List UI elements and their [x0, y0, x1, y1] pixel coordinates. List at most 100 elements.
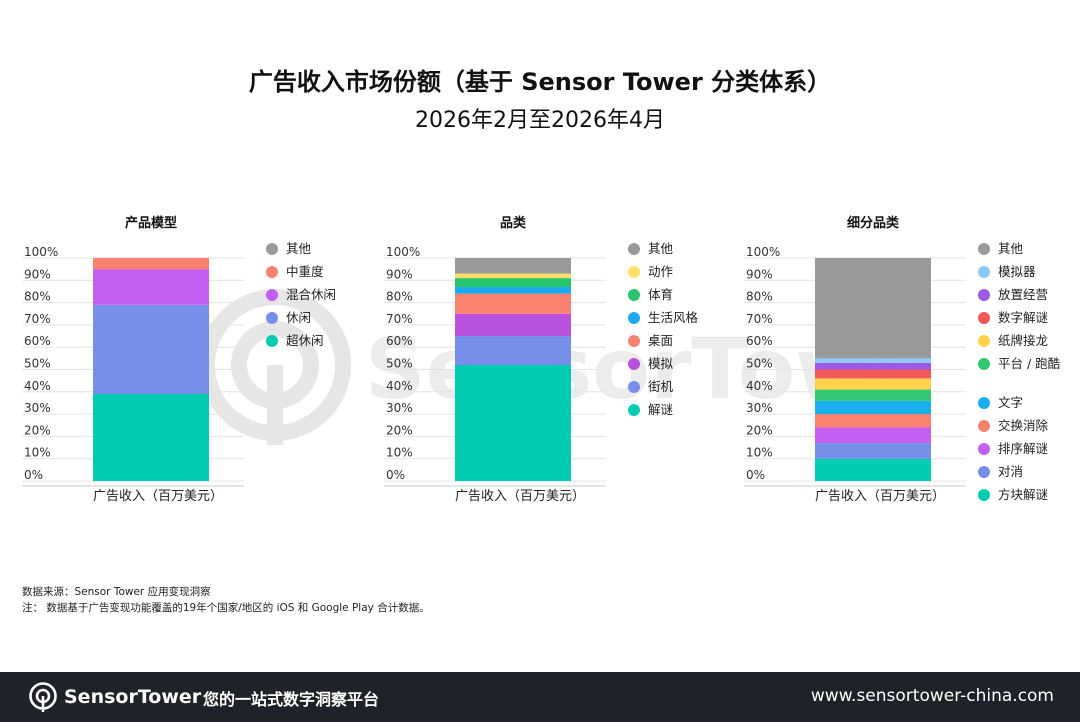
bar-segment — [455, 336, 571, 366]
x-axis-label: 广告收入（百万美元） — [455, 489, 585, 504]
chart-title: 产品模型 — [125, 215, 177, 231]
y-tick-label: 60% — [386, 334, 413, 348]
legend-item: 文字 — [978, 394, 1068, 411]
legend-label: 动作 — [648, 264, 674, 279]
legend-item: 街机 — [628, 378, 718, 395]
legend-item: 其他 — [978, 240, 1068, 257]
bar-segment — [815, 358, 931, 363]
y-tick-label: 10% — [386, 446, 413, 460]
footer-website-link[interactable]: www.sensortower-china.com — [810, 686, 1054, 706]
y-tick-label: 60% — [24, 334, 51, 348]
footer-slogan: 您的一站式数字洞察平台 — [203, 690, 380, 709]
page-title: 广告收入市场份额（基于 Sensor Tower 分类体系） — [248, 68, 832, 96]
bar-segment — [455, 273, 571, 279]
bar-segment — [815, 400, 931, 415]
legend-label: 模拟器 — [998, 264, 1036, 279]
y-tick-label: 40% — [386, 379, 413, 393]
legend-swatch — [266, 266, 278, 278]
legend-swatch — [978, 266, 990, 278]
legend-item: 动作 — [628, 263, 718, 280]
legend-label: 其他 — [998, 241, 1024, 256]
legend-label: 对消 — [998, 464, 1024, 479]
legend-label: 解谜 — [648, 402, 674, 417]
bar-segment — [455, 293, 571, 314]
legend-label: 中重度 — [286, 264, 324, 279]
bar-segment — [93, 304, 209, 395]
y-tick-label: 20% — [24, 423, 51, 437]
bar-segment — [455, 365, 571, 481]
legend-swatch — [978, 420, 990, 432]
y-tick-label: 70% — [386, 312, 413, 326]
legend-item: 其他 — [628, 240, 718, 257]
legend-item: 模拟器 — [978, 263, 1068, 280]
legend-swatch — [628, 266, 640, 278]
legend-swatch — [978, 243, 990, 255]
legend-item: 排序解谜 — [978, 440, 1068, 457]
legend-item: 解谜 — [628, 401, 718, 418]
legend-item: 平台 / 跑酷 — [978, 355, 1068, 372]
y-tick-label: 100% — [24, 245, 58, 259]
legend-label: 混合休闲 — [286, 287, 337, 302]
legend-label: 体育 — [648, 287, 674, 302]
y-tick-label: 10% — [24, 446, 51, 460]
bar-segment — [815, 443, 931, 459]
legend-item: 放置经营 — [978, 286, 1068, 303]
chart-title: 细分品类 — [847, 215, 900, 231]
chart-product-model: 产品模型 0% 10% 20% 30% 40% 50% 60% 70% 80% 90% 100% 广告收… — [22, 215, 244, 504]
legend-item: 超休闲 — [266, 332, 356, 349]
legend-label: 模拟 — [648, 356, 674, 371]
y-tick-label: 0% — [24, 468, 43, 482]
chart-title: 品类 — [500, 215, 527, 231]
y-tick-label: 80% — [386, 290, 413, 304]
y-tick-label: 50% — [386, 357, 413, 371]
legend-swatch — [978, 489, 990, 501]
page-subtitle: 2026年2月至2026年4月 — [415, 108, 665, 133]
y-tick-label: 50% — [746, 357, 773, 371]
legend-item: 桌面 — [628, 332, 718, 349]
y-tick-label: 20% — [746, 423, 773, 437]
legend-label: 超休闲 — [286, 333, 324, 348]
bar-segment — [815, 369, 931, 379]
legend-swatch — [266, 243, 278, 255]
legend-label: 桌面 — [648, 333, 674, 348]
y-tick-label: 0% — [386, 468, 405, 482]
legend-item: 生活风格 — [628, 309, 718, 326]
y-tick-label: 80% — [24, 290, 51, 304]
legend-swatch — [266, 335, 278, 347]
y-tick-label: 30% — [24, 401, 51, 415]
y-tick-label: 70% — [746, 312, 773, 326]
legend-label: 其他 — [648, 241, 674, 256]
legend-swatch — [628, 404, 640, 416]
y-tick-label: 0% — [746, 468, 765, 482]
legend-swatch — [978, 466, 990, 478]
y-tick-label: 60% — [746, 334, 773, 348]
legend-item: 其他 — [266, 240, 356, 257]
y-tick-label: 70% — [24, 312, 51, 326]
y-tick-label: 90% — [746, 267, 773, 281]
legend-item: 对消 — [978, 463, 1068, 480]
legend-item: 中重度 — [266, 263, 356, 280]
footer-bar: SensorTower 您的一站式数字洞察平台 www.sensortower-… — [0, 672, 1080, 722]
legend-item: 交换消除 — [978, 417, 1068, 434]
footer-brand-name: SensorTower — [64, 686, 202, 708]
x-axis-label: 广告收入（百万美元） — [93, 489, 223, 504]
y-tick-label: 30% — [746, 401, 773, 415]
legend-swatch — [628, 358, 640, 370]
chart-category: 品类 0% 10% 20% 30% 40% 50% 60% 70% 80% 90% 100% 广告收入（… — [384, 215, 606, 504]
y-tick-label: 40% — [24, 379, 51, 393]
bar-segment — [93, 394, 209, 481]
legend-swatch — [978, 289, 990, 301]
y-tick-label: 30% — [386, 401, 413, 415]
legend-swatch — [978, 335, 990, 347]
legend-swatch — [628, 312, 640, 324]
y-tick-label: 90% — [24, 267, 51, 281]
legend-swatch — [978, 312, 990, 324]
data-source-note: 数据来源：Sensor Tower 应用变现洞察 — [22, 586, 211, 598]
legend-label: 生活风格 — [648, 310, 699, 325]
bar-segment — [93, 258, 209, 270]
legend-label: 数字解谜 — [998, 310, 1049, 325]
legend-item: 纸牌接龙 — [978, 332, 1068, 349]
y-tick-label: 10% — [746, 446, 773, 460]
bar-segment — [815, 458, 931, 481]
y-tick-label: 100% — [386, 245, 420, 259]
